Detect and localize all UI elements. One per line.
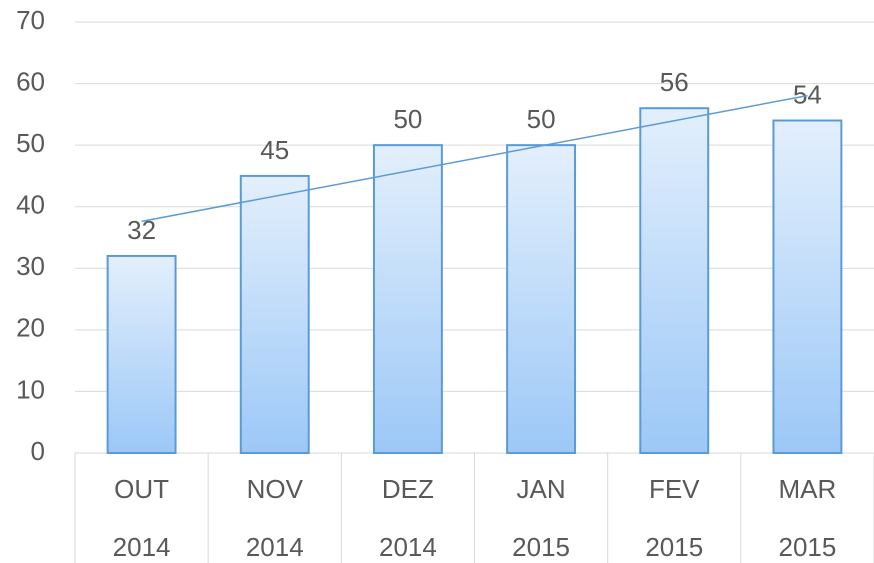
value-label: 56 [660, 67, 689, 97]
bar [506, 144, 577, 454]
x-tick-label: JAN [517, 474, 566, 504]
x-tick-label: NOV [247, 474, 304, 504]
y-tick-label: 50 [16, 128, 45, 158]
x-tick-label: FEV [649, 474, 700, 504]
y-tick-label: 60 [16, 66, 45, 96]
x-tick-label: 2015 [778, 532, 836, 562]
x-tick-label: 2014 [246, 532, 304, 562]
value-label: 54 [793, 79, 822, 109]
y-tick-label: 70 [16, 5, 45, 35]
value-label: 50 [393, 104, 422, 134]
value-label: 45 [260, 135, 289, 165]
y-tick-label: 20 [16, 313, 45, 343]
x-tick-label: 2014 [379, 532, 437, 562]
value-label: 50 [527, 104, 556, 134]
x-tick-label: OUT [114, 474, 169, 504]
x-tick-label: 2015 [645, 532, 703, 562]
y-tick-label: 0 [31, 436, 45, 466]
x-tick-label: DEZ [382, 474, 434, 504]
y-tick-label: 30 [16, 251, 45, 281]
trendline [141, 94, 808, 223]
bar [372, 144, 443, 454]
x-tick-label: 2014 [113, 532, 171, 562]
bar [772, 119, 843, 454]
bar [639, 107, 710, 454]
x-tick-label: MAR [779, 474, 837, 504]
bar [239, 174, 310, 455]
y-tick-label: 40 [16, 190, 45, 220]
y-tick-label: 10 [16, 374, 45, 404]
x-tick-label: 2015 [512, 532, 570, 562]
bar [106, 254, 177, 454]
